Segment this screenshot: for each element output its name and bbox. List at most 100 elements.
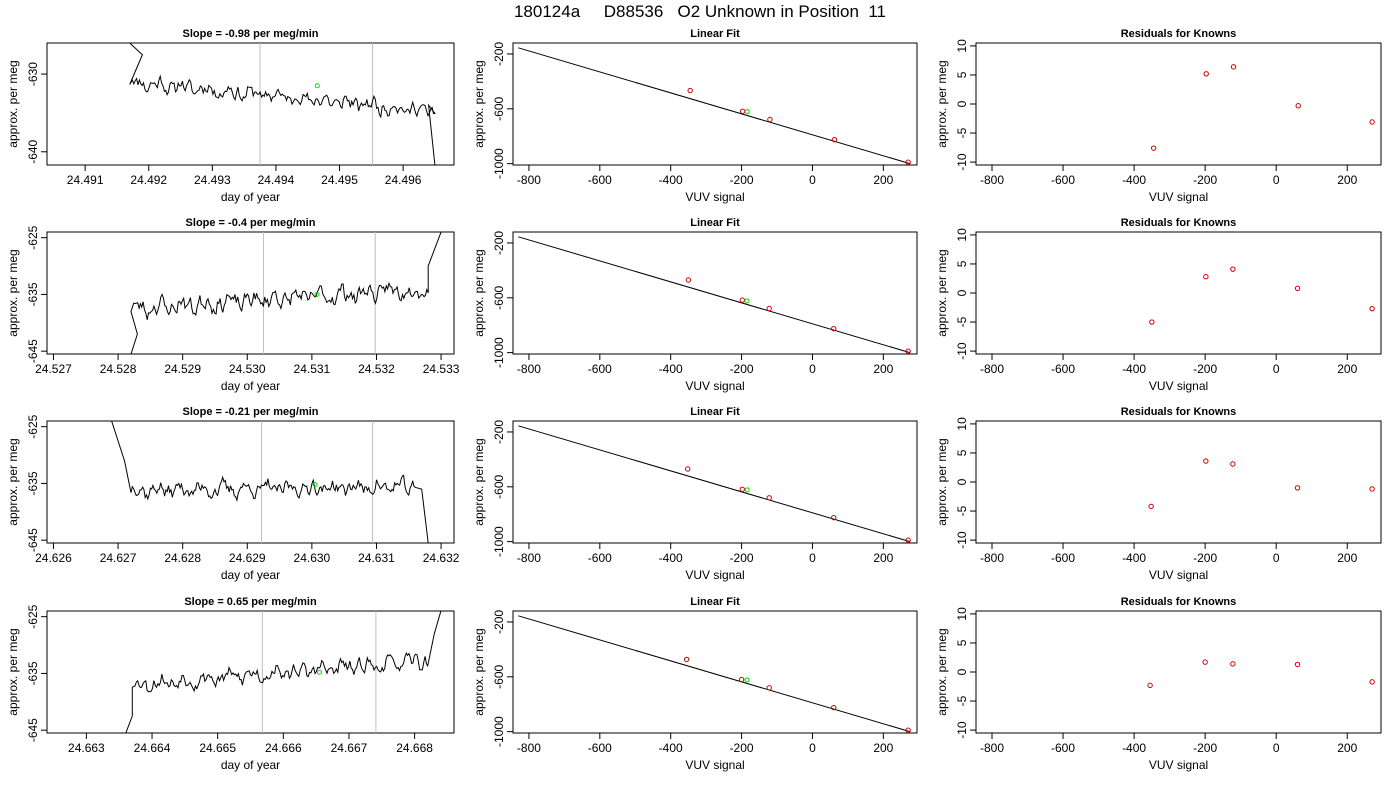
time-series-plot-3: Slope = -0.21 per meg/min 24.626 24.627 24.… <box>6 406 460 582</box>
x-axis-label: VUV signal <box>685 568 744 582</box>
x-tick-label: 200 <box>873 362 893 376</box>
x-tick-label: 24.630 <box>294 551 331 565</box>
known-standard-point <box>831 325 837 332</box>
x-tick-label: 24.528 <box>100 362 137 376</box>
x-tick-label: -400 <box>1122 362 1146 376</box>
x-tick-label: 24.533 <box>423 362 460 376</box>
x-tick-label: -600 <box>588 173 612 187</box>
signal-trace <box>125 611 442 733</box>
x-tick-label: 24.631 <box>358 551 395 565</box>
x-tick-label: -600 <box>588 741 612 755</box>
x-axis-label: day of year <box>221 758 280 772</box>
unknown-point <box>744 109 750 115</box>
x-tick-label: -800 <box>980 551 1004 565</box>
x-axis-label: VUV signal <box>685 758 744 772</box>
y-tick-label: 5 <box>955 71 969 78</box>
known-standard-point <box>739 108 746 114</box>
x-axis-label: VUV signal <box>1149 379 1208 393</box>
signal-trace <box>129 43 436 165</box>
x-tick-label: 200 <box>1337 362 1357 376</box>
x-tick-label: 24.529 <box>164 362 201 376</box>
known-standard-point <box>905 727 911 733</box>
x-tick-label: -400 <box>659 173 683 187</box>
y-tick-label: -10 <box>955 721 969 739</box>
plot-title: Linear Fit <box>690 596 740 608</box>
x-tick-label: 24.666 <box>265 741 302 755</box>
linear-fit-plot-2: Linear Fit -800 -600 -400 -200 0 200 -200 -600 -1… <box>472 217 918 393</box>
y-tick-label: -10 <box>955 342 969 360</box>
x-tick-label: -800 <box>517 173 541 187</box>
plot-title: Linear Fit <box>690 406 740 418</box>
x-tick-label: -600 <box>1051 173 1075 187</box>
x-tick-label: -600 <box>588 362 612 376</box>
plot-frame <box>46 231 455 355</box>
y-tick-label: -10 <box>955 531 969 549</box>
known-standard-point <box>738 676 745 683</box>
x-axis-label: day of year <box>221 190 280 204</box>
known-standard-point <box>766 495 772 501</box>
x-tick-label: 0 <box>809 741 816 755</box>
residual-point <box>1369 305 1375 312</box>
residual-point <box>1295 103 1301 109</box>
residual-point <box>1150 145 1157 151</box>
plot-frame <box>46 420 455 544</box>
x-tick-label: -600 <box>1051 741 1075 755</box>
residuals-plot-2: Residuals for Knowns -800 -600 -400 -200 0 200… <box>935 217 1382 393</box>
unknown-mean-marker <box>312 482 318 488</box>
residual-point <box>1148 503 1154 510</box>
fit-line <box>518 47 911 165</box>
plot-title: Slope = -0.98 per meg/min <box>182 28 318 40</box>
plot-frame <box>512 42 918 166</box>
time-series-plot-2: Slope = -0.4 per meg/min 24.527 24.528 24.5… <box>6 217 460 393</box>
y-axis-label: approx. per meg <box>472 438 486 525</box>
x-tick-label: -200 <box>730 362 754 376</box>
y-tick-label: -635 <box>26 661 40 685</box>
y-axis-label: approx. per meg <box>935 249 949 336</box>
x-tick-label: -600 <box>588 551 612 565</box>
plot-frame <box>975 42 1382 166</box>
residual-point <box>1369 119 1375 125</box>
x-axis-label: VUV signal <box>1149 758 1208 772</box>
x-tick-label: -200 <box>730 741 754 755</box>
linear-fit-plot-3: Linear Fit -800 -600 -400 -200 0 200 -200 -600 -1… <box>472 406 918 582</box>
y-tick-label: -1000 <box>492 337 506 368</box>
x-tick-label: -200 <box>730 551 754 565</box>
residuals-plot-3: Residuals for Knowns -800 -600 -400 -200 0 200… <box>935 406 1382 582</box>
y-tick-label: -5 <box>955 316 969 327</box>
x-tick-label: 24.628 <box>164 551 201 565</box>
residual-point <box>1203 274 1209 280</box>
y-tick-label: -1000 <box>492 716 506 747</box>
x-axis-label: day of year <box>221 568 280 582</box>
plot-title: Linear Fit <box>690 217 740 229</box>
y-tick-label: -645 <box>26 339 40 363</box>
y-tick-label: 0 <box>955 668 969 675</box>
x-tick-label: 0 <box>1273 741 1280 755</box>
known-standard-point <box>766 685 772 691</box>
x-tick-label: 24.495 <box>321 173 358 187</box>
plot-frame <box>512 420 918 544</box>
residual-point <box>1230 64 1237 70</box>
y-axis-label: approx. per meg <box>6 628 20 715</box>
plot-frame <box>975 610 1382 734</box>
y-axis-label: approx. per meg <box>935 60 949 147</box>
residual-point <box>1369 486 1375 492</box>
x-tick-label: -800 <box>517 551 541 565</box>
y-axis-label: approx. per meg <box>6 60 20 147</box>
y-tick-label: -645 <box>26 718 40 742</box>
x-tick-label: -400 <box>659 741 683 755</box>
y-tick-label: -10 <box>955 153 969 171</box>
figure-title: 180124a D88536 O2 Unknown in Position 11 <box>513 2 887 21</box>
y-axis-label: approx. per meg <box>472 628 486 715</box>
x-tick-label: 24.665 <box>199 741 236 755</box>
y-tick-label: -640 <box>26 139 40 163</box>
residual-point <box>1203 458 1209 464</box>
known-standard-point <box>905 537 911 543</box>
x-tick-label: -400 <box>659 362 683 376</box>
y-tick-label: -625 <box>26 414 40 438</box>
x-tick-label: -400 <box>1122 173 1146 187</box>
x-tick-label: 24.492 <box>130 173 167 187</box>
residual-point <box>1294 285 1301 292</box>
signal-trace <box>111 421 429 543</box>
y-tick-label: -635 <box>26 471 40 495</box>
plot-title: Residuals for Knowns <box>1121 28 1237 40</box>
